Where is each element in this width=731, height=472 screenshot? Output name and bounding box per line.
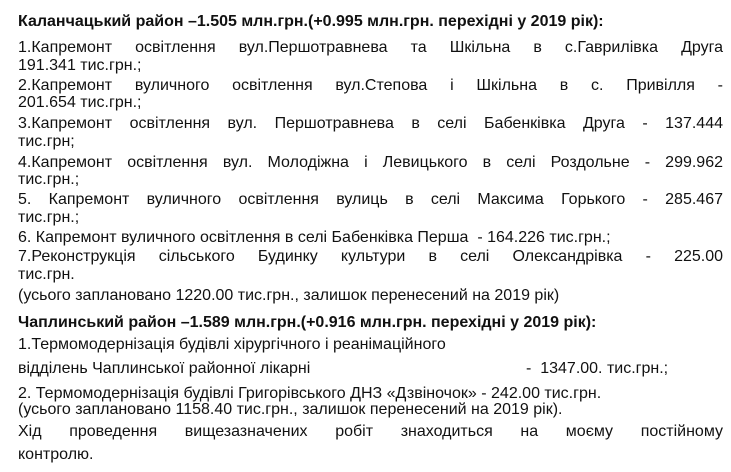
item-line: тис.грн.; bbox=[18, 171, 80, 188]
item-line: тис.грн.; bbox=[18, 209, 80, 226]
item-line: 4.Капремонт освітлення вул. Молодіжна і … bbox=[18, 154, 723, 171]
closing-line: Хід проведення вищезазначених робіт знах… bbox=[18, 423, 723, 440]
item-line: 6. Капремонт вуличного освітлення в селі… bbox=[18, 229, 611, 246]
item-line: 7.Реконструкція сільського Будинку культ… bbox=[18, 248, 723, 265]
item-line: 2. Термомодернізація будівлі Григорівськ… bbox=[18, 385, 602, 402]
summary-line: (усього заплановано 1158.40 тис.грн., за… bbox=[18, 401, 563, 418]
item-amount: - 1347.00. тис.грн.; bbox=[526, 360, 669, 377]
item-line: 5. Капремонт вуличного освітлення вулиць… bbox=[18, 191, 723, 208]
item-line: 3.Капремонт освітлення вул. Першотравнев… bbox=[18, 115, 723, 132]
item-line: відділень Чаплинської районної лікарні -… bbox=[18, 360, 723, 378]
item-line: 1.Капремонт освітлення вул.Першотравнева… bbox=[18, 39, 723, 56]
item-line: 191.341 тис.грн.; bbox=[18, 57, 142, 74]
closing-line: контролю. bbox=[18, 446, 94, 463]
item-line: 201.654 тис.грн.; bbox=[18, 94, 142, 111]
item-line: 2.Капремонт вуличного освітлення вул.Сте… bbox=[18, 77, 723, 94]
section-heading-kalanchak: Каланчацький район –1.505 млн.грн.(+0.99… bbox=[18, 13, 604, 30]
section-heading-chaplynka: Чаплинський район –1.589 млн.грн.(+0.916… bbox=[18, 314, 597, 331]
summary-line: (усього заплановано 1220.00 тис.грн., за… bbox=[18, 287, 560, 304]
item-line: 1.Термомодернізація будівлі хірургічного… bbox=[18, 336, 446, 353]
item-text: відділень Чаплинської районної лікарні bbox=[18, 360, 311, 377]
item-line: тис.грн. bbox=[18, 266, 75, 283]
item-line: тис.грн; bbox=[18, 133, 75, 150]
